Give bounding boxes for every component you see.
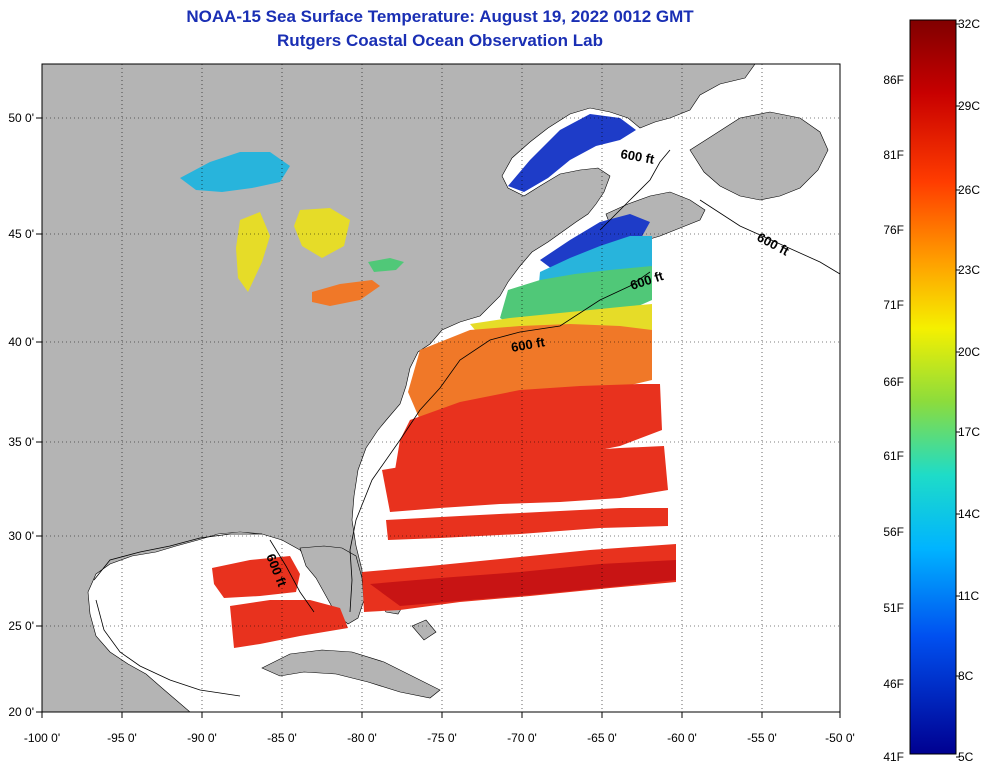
x-tick-label: -85 0' [267,731,297,745]
x-tick-label: -55 0' [747,731,777,745]
x-tick-label: -60 0' [667,731,697,745]
colorbar-f-label: 81F [883,148,904,162]
colorbar-c-label: 26C [958,183,980,197]
colorbar-c-label: 23C [958,263,980,277]
colorbar-f-label: 41F [883,750,904,764]
colorbar-c-label: 14C [958,507,980,521]
colorbar-c-label: 32C [958,17,980,31]
colorbar-c-label: 8C [958,669,974,683]
y-axis: 50 0' 45 0' 40 0' 35 0' 30 0' 25 0' 20 0' [8,111,42,719]
colorbar-fahrenheit-labels: 86F 81F 76F 71F 66F 61F 56F 51F 46F 41F [883,73,904,764]
land-cuba [261,649,441,699]
colorbar-c-label: 20C [958,345,980,359]
map-subtitle: Rutgers Coastal Ocean Observation Lab [277,31,603,50]
x-tick-label: -90 0' [187,731,217,745]
land-newfoundland [689,111,829,201]
x-tick-label: -70 0' [507,731,537,745]
x-tick-label: -80 0' [347,731,377,745]
colorbar-f-label: 66F [883,375,904,389]
plot-frame [41,63,841,713]
x-tick-label: -95 0' [107,731,137,745]
colorbar-c-label: 17C [958,425,980,439]
colorbar [909,19,957,755]
colorbar-f-label: 56F [883,525,904,539]
colorbar-c-label: 29C [958,99,980,113]
y-tick-label: 20 0' [8,705,34,719]
colorbar-c-label: 11C [958,589,979,603]
graticule [42,64,840,712]
isobath-label: 600 ft [619,146,656,167]
y-tick-label: 25 0' [8,619,34,633]
colorbar-f-label: 76F [883,223,904,237]
x-tick-label: -50 0' [825,731,855,745]
colorbar-f-label: 71F [883,298,904,312]
y-tick-label: 40 0' [8,335,34,349]
isobath-label: 600 ft [510,334,547,355]
land-florida [299,545,365,625]
x-tick-label: -65 0' [587,731,617,745]
colorbar-celsius-labels: 32C 29C 26C 23C 20C 17C 14C 11C 8C 5C [956,17,980,764]
y-tick-label: 30 0' [8,529,34,543]
isobath-600ft [93,149,840,697]
colorbar-c-label: 5C [958,750,974,764]
land-north-america [42,64,756,712]
colorbar-f-label: 51F [883,601,904,615]
map-title: NOAA-15 Sea Surface Temperature: August … [186,7,694,26]
y-tick-label: 35 0' [8,435,34,449]
y-tick-label: 45 0' [8,227,34,241]
y-tick-label: 50 0' [8,111,34,125]
colorbar-f-label: 86F [883,73,904,87]
sst-swaths [180,114,676,648]
x-tick-label: -75 0' [427,731,457,745]
x-tick-label: -100 0' [24,731,60,745]
colorbar-f-label: 61F [883,449,904,463]
x-axis: -100 0' -95 0' -90 0' -85 0' -80 0' -75 0' -70… [24,712,855,745]
colorbar-f-label: 46F [883,677,904,691]
